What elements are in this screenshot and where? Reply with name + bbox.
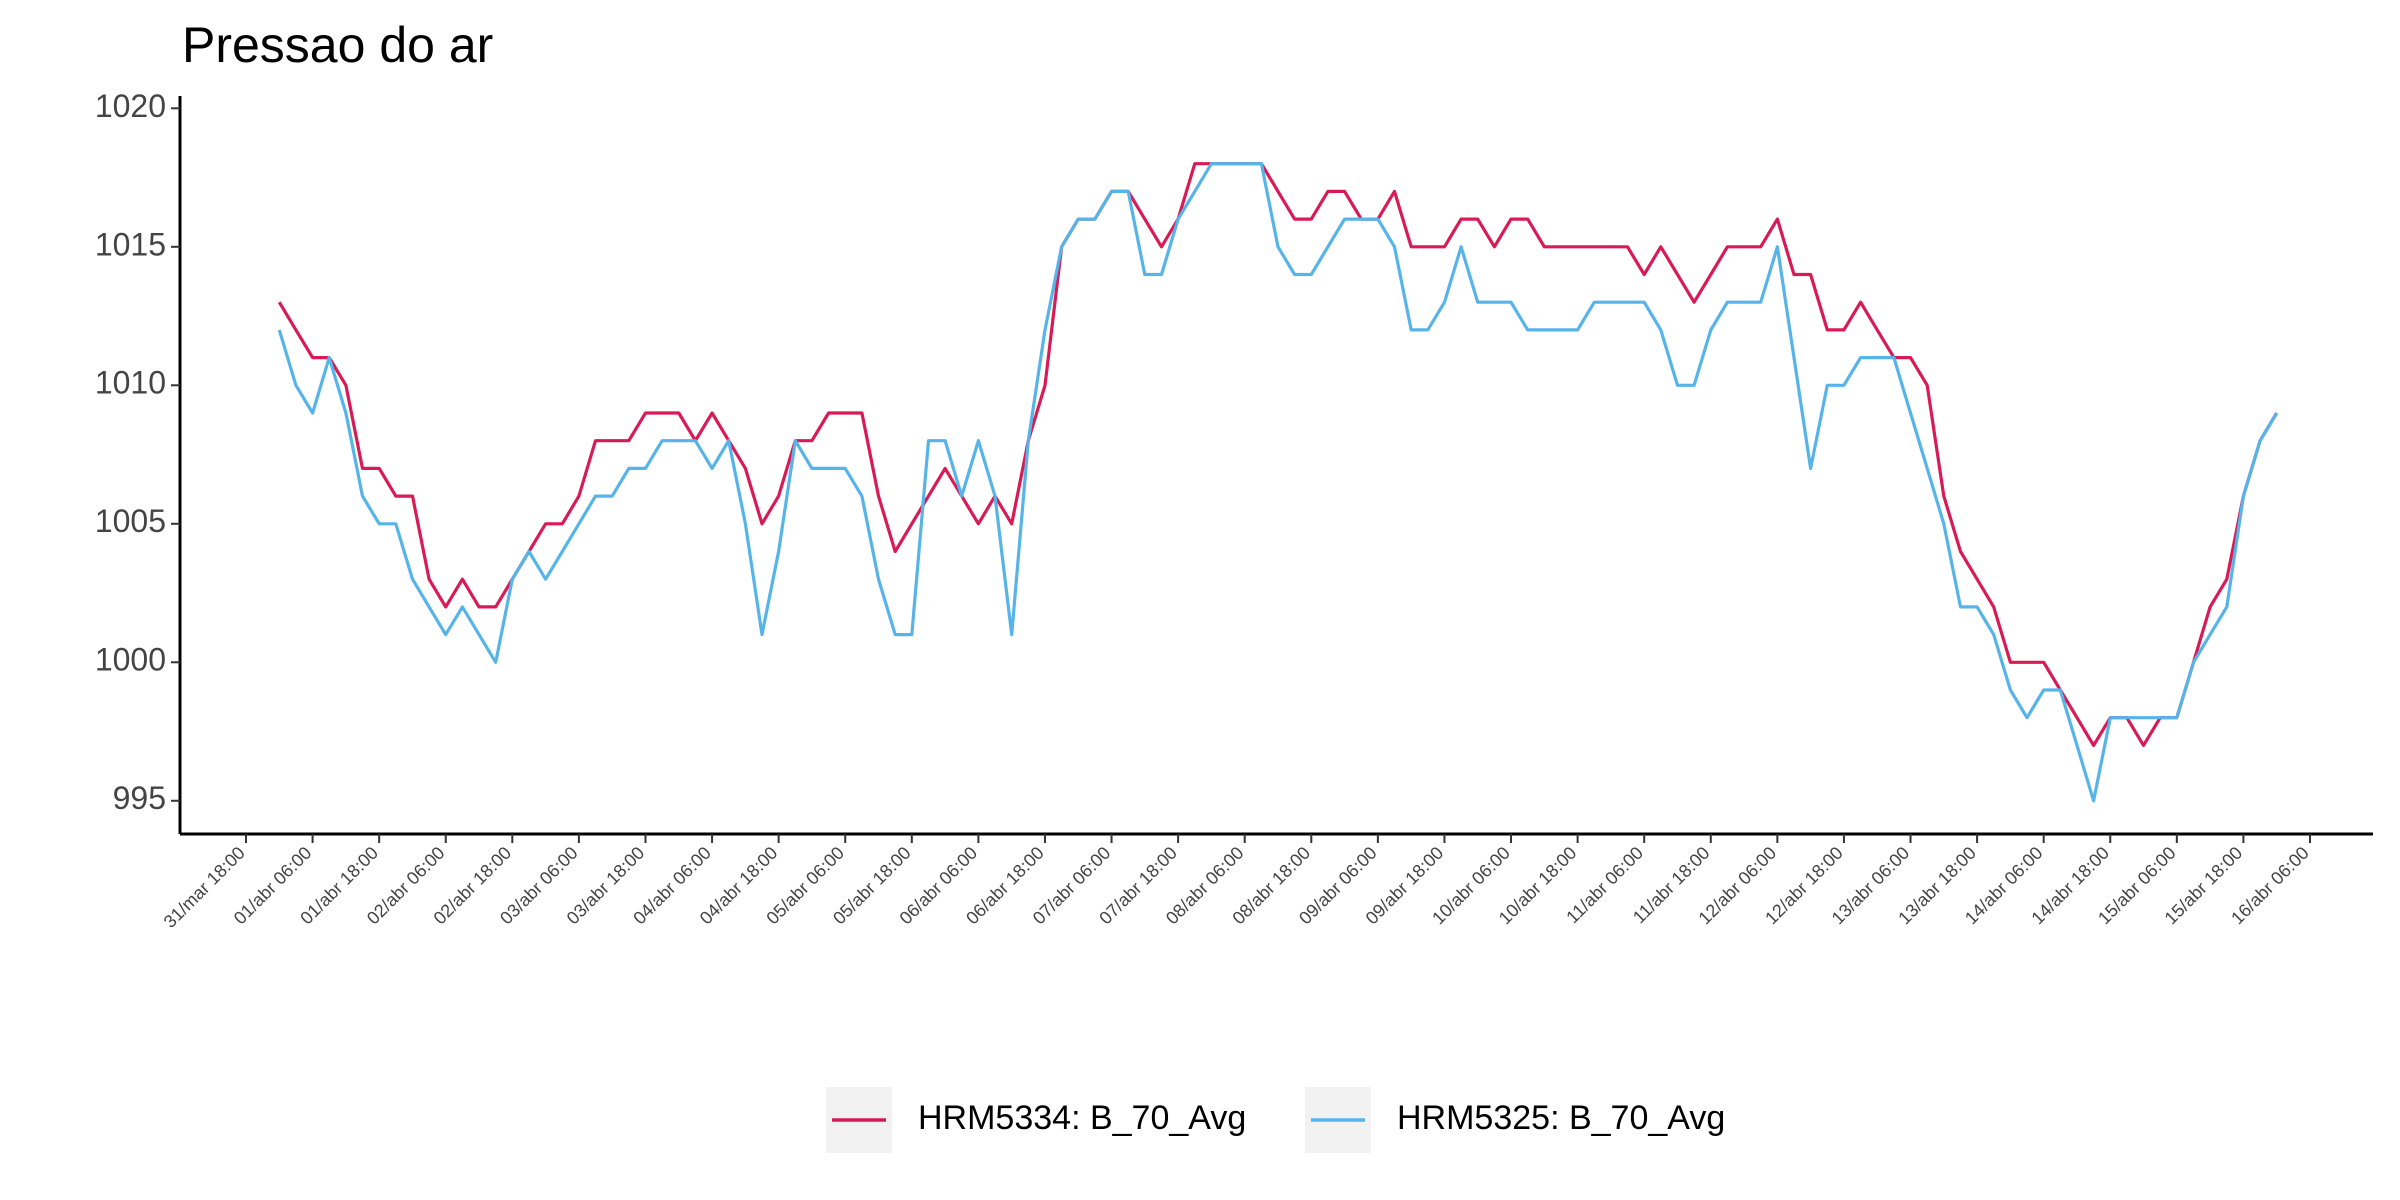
chart-title: Pressao do ar (182, 17, 493, 73)
series-line (277, 162, 2279, 747)
y-tick-label: 1015 (95, 226, 166, 262)
y-tick-label: 1010 (95, 365, 166, 401)
y-tick-label: 1000 (95, 642, 166, 678)
series-line (277, 162, 2279, 803)
legend-label: HRM5325: B_70_Avg (1397, 1099, 1725, 1137)
y-tick-label: 1020 (95, 88, 166, 124)
y-tick-label: 995 (113, 780, 166, 816)
y-tick-label: 1005 (95, 503, 166, 539)
legend-item: HRM5334: B_70_Avg (826, 1087, 1246, 1153)
legend-label: HRM5334: B_70_Avg (918, 1099, 1246, 1137)
legend-item: HRM5325: B_70_Avg (1305, 1087, 1725, 1153)
